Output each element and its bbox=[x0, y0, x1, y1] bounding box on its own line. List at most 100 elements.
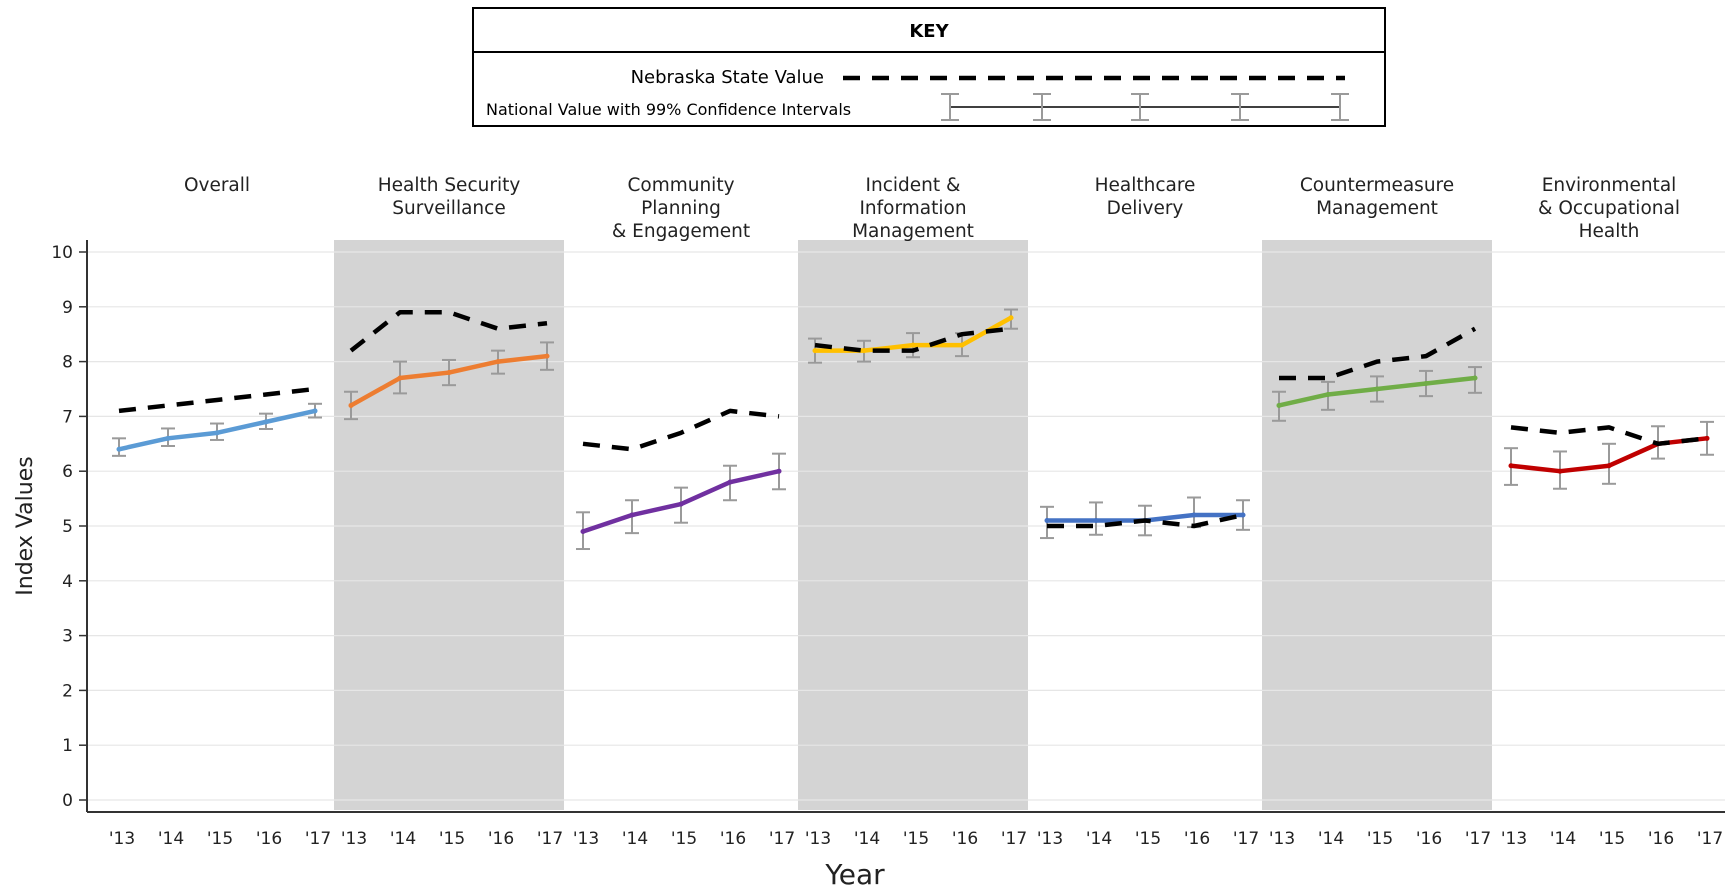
state-value-line bbox=[118, 386, 316, 414]
x-tick-label: '14 bbox=[622, 829, 648, 849]
x-tick-label: '16 bbox=[1648, 829, 1674, 849]
x-tick-label: '16 bbox=[1184, 829, 1210, 849]
x-tick-label: '15 bbox=[439, 829, 465, 849]
national-value-point bbox=[1704, 435, 1710, 441]
panel-title: Planning bbox=[641, 198, 721, 219]
x-tick-label: '13 bbox=[573, 829, 599, 849]
national-value-point bbox=[776, 468, 782, 474]
national-value-point bbox=[629, 512, 635, 518]
x-tick-label: '16 bbox=[488, 829, 514, 849]
key-national-label: National Value with 99% Confidence Inter… bbox=[486, 100, 851, 119]
x-tick-label: '15 bbox=[1135, 829, 1161, 849]
national-value-point bbox=[1325, 391, 1331, 397]
y-tick-label: 4 bbox=[62, 572, 73, 592]
national-value-point bbox=[1472, 375, 1478, 381]
y-tick-label: 0 bbox=[62, 791, 73, 811]
panel-title: Countermeasure bbox=[1300, 175, 1454, 196]
x-tick-label: '13 bbox=[805, 829, 831, 849]
national-value-point bbox=[348, 402, 354, 408]
panel-title: Community bbox=[627, 175, 734, 196]
y-tick-label: 8 bbox=[62, 353, 73, 373]
panel-shade bbox=[1262, 240, 1492, 810]
x-axis-title: Year bbox=[824, 858, 885, 889]
x-tick-label: '15 bbox=[1367, 829, 1393, 849]
national-value-point bbox=[580, 528, 586, 534]
x-tick-label: '15 bbox=[207, 829, 233, 849]
national-value-point bbox=[1508, 463, 1514, 469]
panel-title: Management bbox=[1316, 198, 1438, 219]
y-tick-label: 10 bbox=[51, 243, 73, 263]
state-value-line bbox=[1510, 425, 1708, 447]
national-value-point bbox=[1276, 402, 1282, 408]
state-value-line bbox=[1279, 326, 1477, 381]
x-tick-label: '14 bbox=[1318, 829, 1344, 849]
x-tick-label: '13 bbox=[109, 829, 135, 849]
national-value-point bbox=[544, 353, 550, 359]
national-value-point bbox=[1374, 386, 1380, 392]
national-value-point bbox=[116, 446, 122, 452]
national-value-point bbox=[910, 342, 916, 348]
y-tick-label: 3 bbox=[62, 627, 73, 647]
panel-title: Health Security bbox=[378, 175, 521, 196]
y-tick-label: 5 bbox=[62, 517, 73, 537]
panel-title: Incident & bbox=[866, 175, 961, 196]
x-tick-label: '14 bbox=[854, 829, 880, 849]
national-value-point bbox=[959, 342, 965, 348]
panel-shade bbox=[334, 240, 564, 810]
national-value-point bbox=[1191, 512, 1197, 518]
panel-title: & Occupational bbox=[1538, 198, 1680, 219]
panel-title: Healthcare bbox=[1095, 175, 1196, 196]
x-tick-label: '17 bbox=[1233, 829, 1259, 849]
panel-title: Overall bbox=[184, 175, 250, 196]
panel-title: Management bbox=[852, 221, 974, 242]
state-value-line bbox=[349, 310, 548, 353]
x-tick-label: '15 bbox=[1599, 829, 1625, 849]
national-value-point bbox=[1606, 463, 1612, 469]
national-value-point bbox=[1240, 512, 1246, 518]
x-tick-label: '15 bbox=[903, 829, 929, 849]
national-value-point bbox=[678, 501, 684, 507]
y-axis-title: Index Values bbox=[13, 456, 38, 595]
x-tick-label: '16 bbox=[1416, 829, 1442, 849]
state-value-line bbox=[1047, 512, 1244, 529]
national-value-point bbox=[312, 408, 318, 414]
x-tick-label: '17 bbox=[537, 829, 563, 849]
y-tick-label: 2 bbox=[62, 681, 73, 701]
national-value-point bbox=[446, 370, 452, 376]
national-value-point bbox=[214, 430, 220, 436]
x-tick-label: '17 bbox=[769, 829, 795, 849]
y-tick-label: 7 bbox=[62, 407, 73, 427]
panel-title: Environmental bbox=[1542, 175, 1677, 196]
x-tick-label: '13 bbox=[341, 829, 367, 849]
national-value-point bbox=[1044, 518, 1050, 524]
x-tick-label: '14 bbox=[390, 829, 416, 849]
x-tick-label: '13 bbox=[1269, 829, 1295, 849]
y-tick-label: 9 bbox=[62, 298, 73, 318]
x-tick-label: '16 bbox=[720, 829, 746, 849]
key-title: KEY bbox=[909, 21, 949, 42]
key-state-label: Nebraska State Value bbox=[631, 67, 824, 88]
panel-title: Information bbox=[859, 198, 966, 219]
x-tick-label: '13 bbox=[1037, 829, 1063, 849]
national-value-point bbox=[263, 419, 269, 425]
x-tick-label: '14 bbox=[158, 829, 184, 849]
x-tick-label: '17 bbox=[1001, 829, 1027, 849]
y-tick-label: 1 bbox=[62, 736, 73, 756]
panel-title: & Engagement bbox=[612, 221, 750, 242]
state-value-line bbox=[814, 326, 1012, 353]
panel-title: Surveillance bbox=[392, 198, 505, 219]
national-value-point bbox=[165, 435, 171, 441]
national-value-point bbox=[727, 479, 733, 485]
x-tick-label: '14 bbox=[1086, 829, 1112, 849]
x-tick-label: '17 bbox=[1697, 829, 1723, 849]
national-value-point bbox=[861, 348, 867, 354]
x-tick-label: '14 bbox=[1550, 829, 1576, 849]
national-value-point bbox=[812, 348, 818, 354]
x-tick-label: '15 bbox=[671, 829, 697, 849]
panel-title: Health bbox=[1579, 221, 1640, 242]
national-value-point bbox=[1093, 518, 1099, 524]
x-tick-label: '13 bbox=[1501, 829, 1527, 849]
national-value-point bbox=[397, 375, 403, 381]
national-value-point bbox=[1008, 315, 1014, 321]
